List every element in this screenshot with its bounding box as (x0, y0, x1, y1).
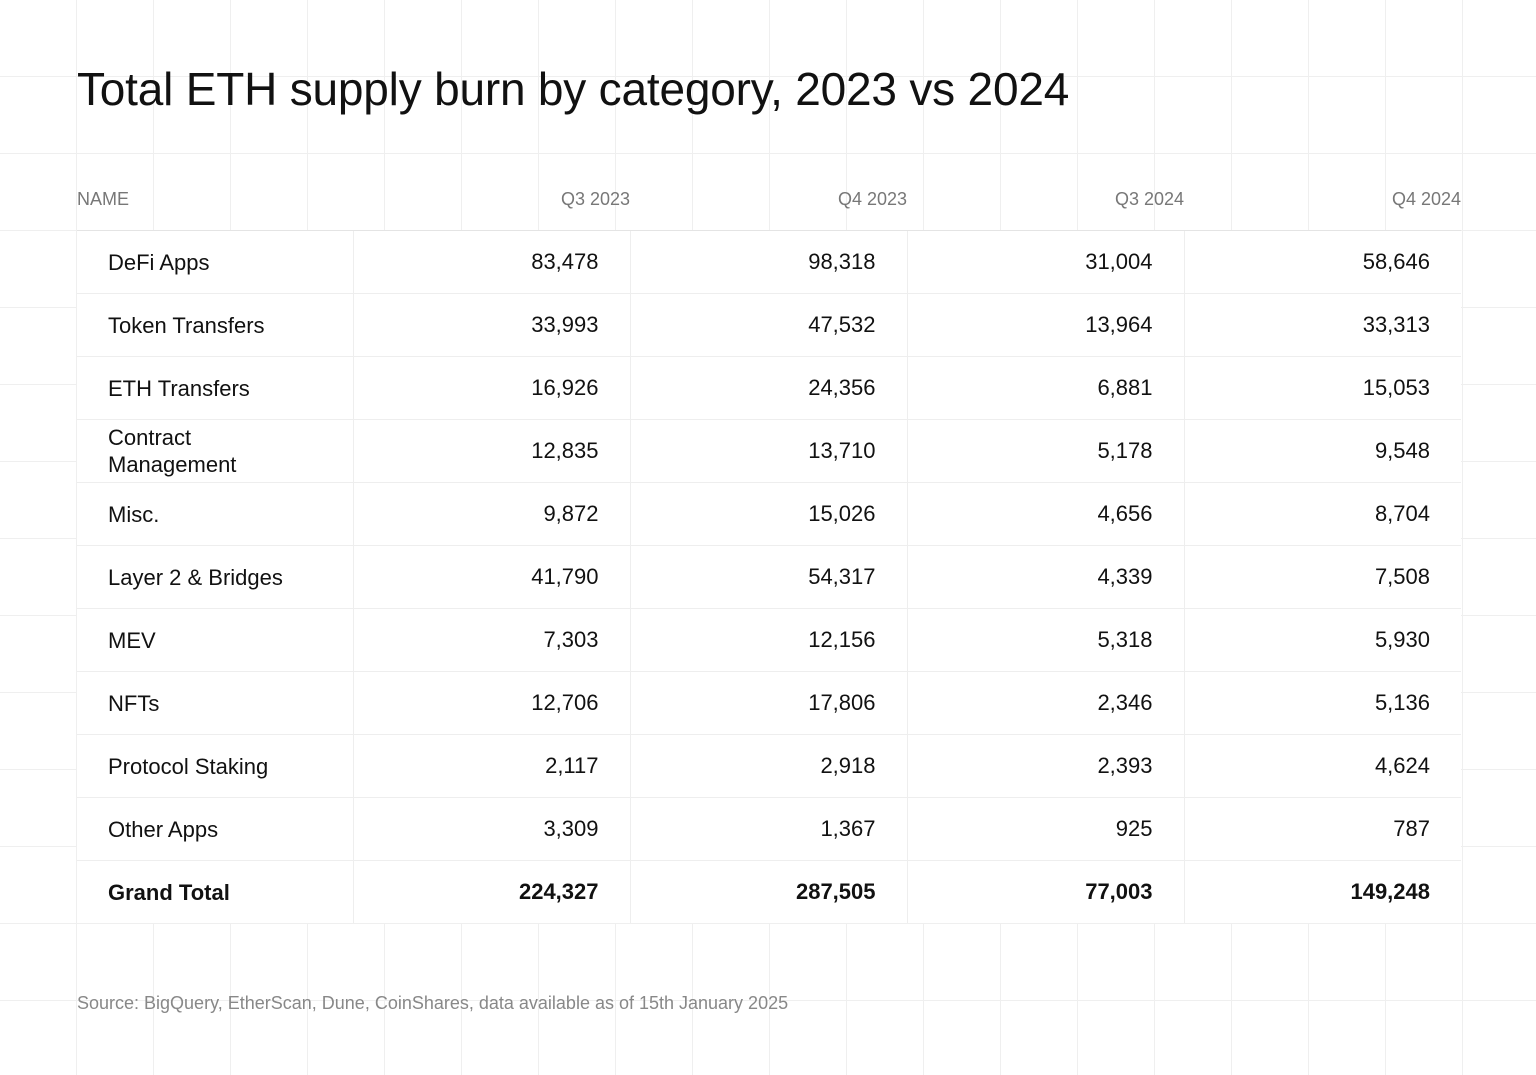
grand-total-value-cell: 224,327 (353, 860, 631, 923)
value-cell: 2,393 (907, 734, 1185, 798)
value-cell: 31,004 (907, 230, 1185, 294)
row-name-cell: MEV (77, 608, 354, 672)
value-cell: 9,548 (1184, 419, 1461, 483)
data-table-container: NAME Q3 2023 Q4 2023 Q3 2024 Q4 2024 DeF… (77, 168, 1461, 923)
value-cell: 12,156 (630, 608, 908, 672)
row-name-cell: ETH Transfers (77, 356, 354, 420)
table-row: Layer 2 & Bridges 41,790 54,317 4,339 7,508 (77, 545, 1461, 609)
table-row: NFTs 12,706 17,806 2,346 5,136 (77, 671, 1461, 735)
row-name-cell: Contract Management (77, 419, 354, 483)
grand-total-label: Grand Total (77, 860, 354, 923)
grand-total-row: Grand Total 224,327 287,505 77,003 149,248 (77, 860, 1461, 923)
table-header: NAME Q3 2023 Q4 2023 Q3 2024 Q4 2024 (77, 168, 1461, 231)
column-header-q4-2023: Q4 2023 (630, 168, 907, 231)
value-cell: 24,356 (630, 356, 908, 420)
table-row: Misc. 9,872 15,026 4,656 8,704 (77, 482, 1461, 546)
row-name-cell: Token Transfers (77, 293, 354, 357)
row-name-cell: NFTs (77, 671, 354, 735)
table-row: DeFi Apps 83,478 98,318 31,004 58,646 (77, 230, 1461, 294)
table-row: Token Transfers 33,993 47,532 13,964 33,313 (77, 293, 1461, 357)
chart-title: Total ETH supply burn by category, 2023 … (77, 63, 1070, 115)
row-name-cell: Misc. (77, 482, 354, 546)
table-row: Protocol Staking 2,117 2,918 2,393 4,624 (77, 734, 1461, 798)
value-cell: 13,710 (630, 419, 908, 483)
row-name-cell: Protocol Staking (77, 734, 354, 798)
value-cell: 9,872 (353, 482, 631, 546)
column-header-name: NAME (77, 168, 353, 231)
table-row: Other Apps 3,309 1,367 925 787 (77, 797, 1461, 861)
value-cell: 5,136 (1184, 671, 1461, 735)
value-cell: 2,918 (630, 734, 908, 798)
value-cell: 13,964 (907, 293, 1185, 357)
value-cell: 15,053 (1184, 356, 1461, 420)
grand-total-value-cell: 149,248 (1184, 860, 1461, 923)
value-cell: 3,309 (353, 797, 631, 861)
value-cell: 8,704 (1184, 482, 1461, 546)
value-cell: 787 (1184, 797, 1461, 861)
value-cell: 2,346 (907, 671, 1185, 735)
row-name-cell: Other Apps (77, 797, 354, 861)
value-cell: 17,806 (630, 671, 908, 735)
value-cell: 33,313 (1184, 293, 1461, 357)
value-cell: 5,318 (907, 608, 1185, 672)
table-body: DeFi Apps 83,478 98,318 31,004 58,646 Token T… (77, 230, 1461, 923)
value-cell: 925 (907, 797, 1185, 861)
row-name-cell: DeFi Apps (77, 230, 354, 294)
value-cell: 98,318 (630, 230, 908, 294)
row-name-cell: Layer 2 & Bridges (77, 545, 354, 609)
column-header-q3-2024: Q3 2024 (907, 168, 1184, 231)
value-cell: 2,117 (353, 734, 631, 798)
table-row: ETH Transfers 16,926 24,356 6,881 15,053 (77, 356, 1461, 420)
value-cell: 1,367 (630, 797, 908, 861)
value-cell: 7,508 (1184, 545, 1461, 609)
column-header-q4-2024: Q4 2024 (1184, 168, 1461, 231)
table-row: Contract Management 12,835 13,710 5,178 9,54… (77, 419, 1461, 483)
grand-total-value-cell: 287,505 (630, 860, 908, 923)
value-cell: 41,790 (353, 545, 631, 609)
value-cell: 33,993 (353, 293, 631, 357)
burn-table: NAME Q3 2023 Q4 2023 Q3 2024 Q4 2024 DeF… (77, 168, 1461, 923)
value-cell: 5,930 (1184, 608, 1461, 672)
column-header-q3-2023: Q3 2023 (353, 168, 630, 231)
header-row: NAME Q3 2023 Q4 2023 Q3 2024 Q4 2024 (77, 168, 1461, 231)
value-cell: 5,178 (907, 419, 1185, 483)
value-cell: 4,656 (907, 482, 1185, 546)
value-cell: 12,835 (353, 419, 631, 483)
value-cell: 6,881 (907, 356, 1185, 420)
value-cell: 58,646 (1184, 230, 1461, 294)
value-cell: 54,317 (630, 545, 908, 609)
value-cell: 83,478 (353, 230, 631, 294)
value-cell: 12,706 (353, 671, 631, 735)
value-cell: 7,303 (353, 608, 631, 672)
source-note: Source: BigQuery, EtherScan, Dune, CoinS… (77, 993, 789, 1013)
table-row: MEV 7,303 12,156 5,318 5,930 (77, 608, 1461, 672)
value-cell: 47,532 (630, 293, 908, 357)
value-cell: 4,624 (1184, 734, 1461, 798)
grand-total-value-cell: 77,003 (907, 860, 1185, 923)
value-cell: 4,339 (907, 545, 1185, 609)
value-cell: 16,926 (353, 356, 631, 420)
value-cell: 15,026 (630, 482, 908, 546)
